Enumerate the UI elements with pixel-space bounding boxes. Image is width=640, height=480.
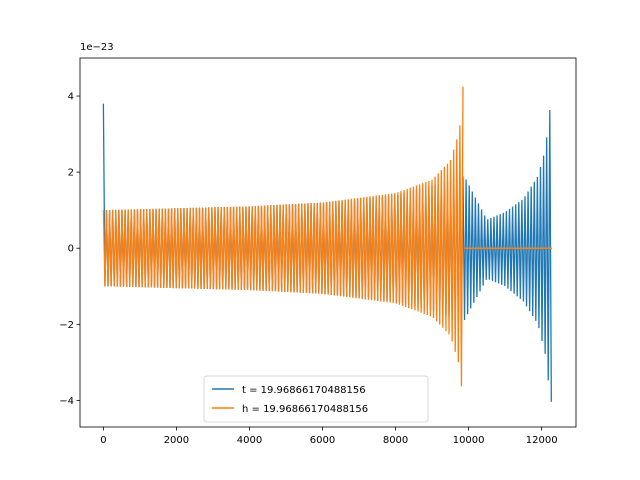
- series-layer: [102, 86, 552, 402]
- series-2-line: [102, 86, 552, 387]
- y-tick-label: −2: [59, 320, 74, 331]
- x-tick-label: 8000: [383, 435, 408, 446]
- y-axis: −4 −2 0 2 4: [59, 92, 80, 407]
- x-tick-label: 10000: [453, 435, 485, 446]
- y-tick-label: 2: [68, 168, 74, 179]
- y-tick-label: 4: [68, 92, 74, 103]
- series-2-path: [102, 86, 464, 387]
- x-axis: 0 2000 4000 6000 8000 10000 12000: [100, 427, 558, 446]
- legend-box: [203, 375, 429, 423]
- legend: t = 19.96866170488156 h = 19.968661704881…: [203, 375, 429, 423]
- y-tick-label: 0: [68, 244, 74, 255]
- y-offset-label: 1e−23: [80, 42, 114, 53]
- axes-frame: [79, 57, 577, 428]
- legend-label: h = 19.96866170488156: [242, 404, 368, 415]
- legend-label: t = 19.96866170488156: [242, 385, 366, 396]
- x-tick-label: 4000: [237, 435, 262, 446]
- x-tick-label: 2000: [164, 435, 189, 446]
- x-tick-label: 0: [100, 435, 106, 446]
- y-tick-label: −4: [59, 396, 74, 407]
- x-tick-label: 6000: [310, 435, 335, 446]
- x-tick-label: 12000: [526, 435, 558, 446]
